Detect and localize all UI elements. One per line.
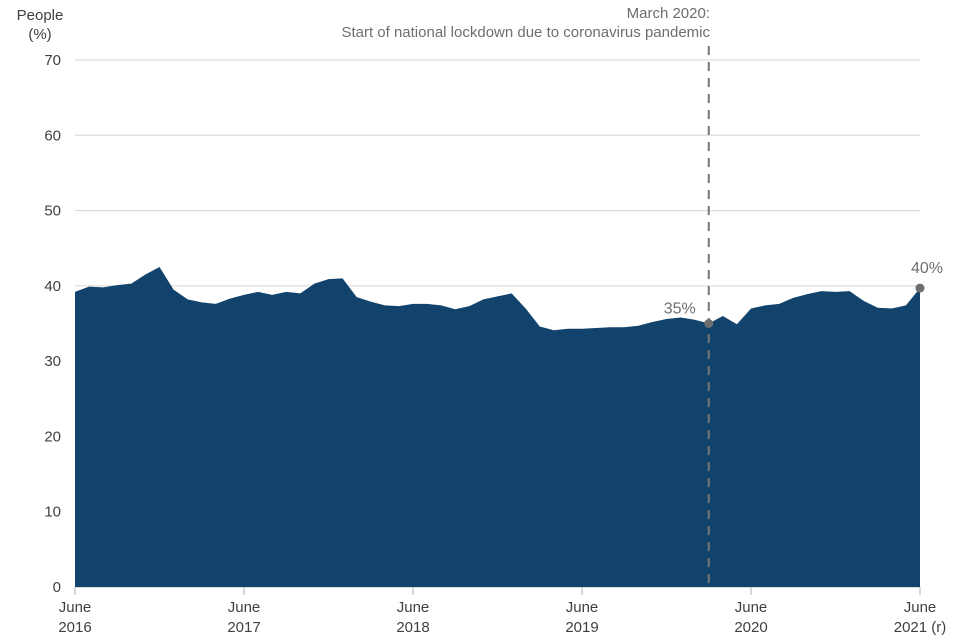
- area-series: [75, 267, 920, 587]
- y-tick-label: 10: [44, 504, 61, 521]
- y-tick-label: 0: [53, 579, 61, 596]
- y-tick-label: 40: [44, 278, 61, 295]
- x-tick-label: June 2019: [565, 599, 598, 636]
- y-tick-label: 30: [44, 353, 61, 370]
- x-tick-label: June 2020: [734, 599, 767, 636]
- marker-label: 40%: [911, 260, 943, 277]
- y-axis-title: People (%): [8, 6, 72, 44]
- marker-label: 35%: [664, 301, 696, 318]
- annotation-line1: March 2020:: [626, 5, 710, 22]
- x-tick-label: June 2021 (r): [894, 599, 947, 636]
- lockdown-annotation: March 2020: Start of national lockdown d…: [341, 4, 710, 42]
- x-tick-label: June 2017: [227, 599, 260, 636]
- annotation-line2: Start of national lockdown due to corona…: [341, 24, 710, 41]
- y-axis-title-line1: People: [16, 7, 64, 24]
- y-tick-label: 70: [44, 52, 61, 69]
- y-tick-label: 60: [44, 127, 61, 144]
- y-tick-label: 50: [44, 203, 61, 220]
- marker-dot: [704, 319, 714, 328]
- y-axis-title-line2: (%): [28, 26, 52, 43]
- x-tick-label: June 2018: [396, 599, 429, 636]
- x-tick-label: June 2016: [58, 599, 91, 636]
- marker-dot: [915, 283, 925, 293]
- y-tick-label: 20: [44, 428, 61, 445]
